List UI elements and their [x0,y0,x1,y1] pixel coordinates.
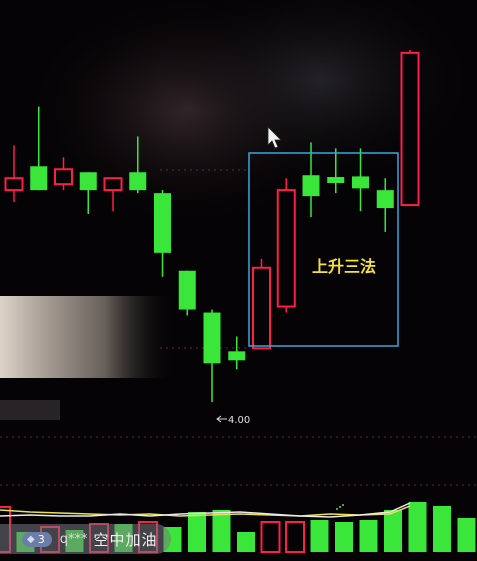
volume-bar [212,510,231,552]
volume-bar [260,521,281,553]
pattern-highlight-box [248,152,399,347]
ma-dot [336,508,338,510]
candle-body [302,175,320,197]
volume-bar [408,502,427,552]
candle-body [4,177,24,192]
candle-body [103,177,123,192]
comment-message: 空中加油 [93,530,158,549]
candle-body [400,51,420,207]
candle-body [228,351,246,361]
candle-body [30,166,48,191]
candle-body [178,270,196,310]
screen-reflection [160,0,477,190]
volume-bar [188,512,206,552]
glare-smear [0,296,175,378]
mouse-cursor-icon [267,126,282,149]
volume-bar [359,520,378,552]
volume-bar [285,521,305,553]
volume-ma-line-white [0,502,411,518]
ma-dot [342,504,344,506]
volume-bar [310,520,329,552]
user-level-badge: ◆ 3 [22,531,52,547]
volume-bar [457,518,476,552]
candle-body [327,177,345,183]
candle-body [129,172,147,191]
comment-username: q*** [59,531,88,547]
candle-body [79,172,97,191]
candle-body [352,176,369,189]
volume-bar [237,532,255,552]
pattern-label: 上升三法 [312,257,376,276]
viewer-comment-bar: ◆ 3 q*** 空中加油 [0,524,172,554]
low-price-label: 4.00 [228,415,250,426]
volume-ma-dots [336,504,344,510]
low-annotation-arrowhead [216,415,222,423]
ma-dot [339,506,341,508]
volume-bar [384,510,402,552]
candle-body [376,190,394,209]
candle-body [154,193,171,253]
candle-body [203,312,221,364]
candle-body [252,266,271,350]
glare-smear [0,400,60,420]
volume-ma-line-yellow [0,505,411,517]
candle-body [54,168,73,186]
user-level: 3 [37,532,45,546]
candlestick-series [4,49,420,403]
diamond-icon: ◆ [27,533,35,545]
volume-bar [335,522,353,552]
volume-bar [433,506,451,552]
candle-body [276,189,296,308]
low-annotation: 4.00 [216,415,250,426]
